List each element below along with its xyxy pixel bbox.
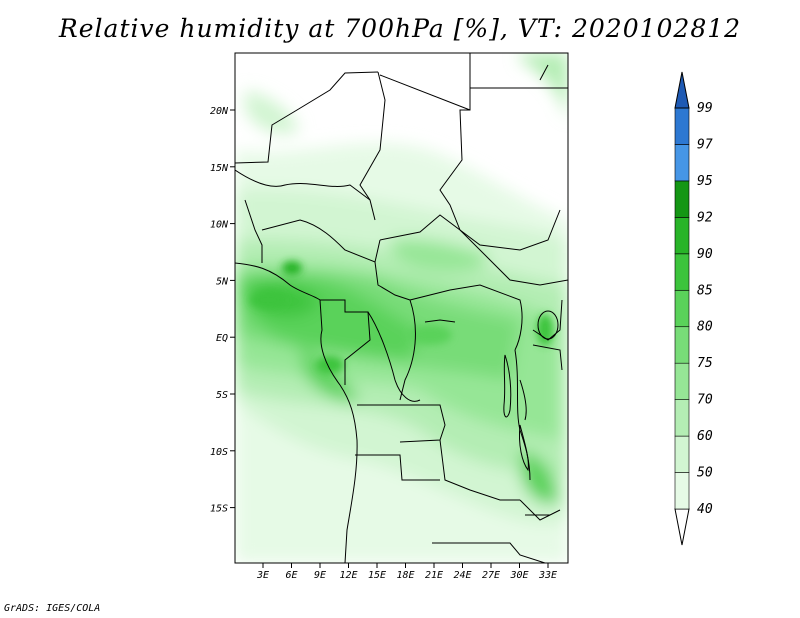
lat-tick-label: 15N (210, 163, 229, 174)
lon-tick-label: 6E (285, 570, 297, 581)
humidity-cores (250, 261, 553, 374)
colorbar-level-label: 95 (697, 174, 713, 189)
humidity-field (235, 53, 568, 563)
lat-tick-label: 10N (210, 220, 229, 231)
colorbar-segment (674, 107, 690, 145)
colorbar-segment (674, 217, 690, 255)
colorbar-lower-extension (674, 508, 690, 546)
colorbar-upper-extension (674, 71, 690, 109)
colorbar-segment (674, 289, 690, 328)
lat-tick-label: 5N (216, 276, 229, 287)
colorbar-level-label: 60 (697, 429, 713, 444)
colorbar-segment (674, 144, 690, 182)
colorbar-level-label: 92 (697, 210, 713, 225)
lon-tick-label: 3E (256, 570, 269, 581)
lon-tick-label: 30E (509, 570, 528, 581)
colorbar-segment (674, 326, 690, 364)
lat-tick-label: 15S (210, 504, 228, 515)
lon-tick-label: 9E (314, 570, 326, 581)
colorbar-segment (674, 253, 690, 291)
colorbar-level-label: 85 (697, 283, 713, 298)
grads-credit: GrADS: IGES/COLA (4, 603, 101, 614)
map-frame (234, 52, 569, 564)
lakes (424, 310, 559, 516)
lon-tick-label: 12E (339, 570, 357, 581)
colorbar-level-label: 97 (697, 137, 713, 152)
lon-tick-label: 18E (396, 570, 414, 581)
colorbar-level-label: 99 (697, 101, 713, 116)
colorbar-level-label: 90 (697, 247, 713, 262)
map-title: Relative humidity at 700hPa [%], VT: 202… (58, 14, 742, 43)
colorbar-level-label: 40 (697, 502, 713, 517)
colorbar-level-label: 80 (697, 320, 713, 335)
colorbar-segment (674, 435, 690, 473)
colorbar-segment (674, 472, 690, 510)
lon-tick-label: 15E (368, 570, 386, 581)
colorbar-level-label: 50 (697, 466, 713, 481)
lon-tick-label: 24E (453, 570, 471, 581)
longitude-axis: 3E 6E 9E 12E 15E 18E 21E 24E 27E 30E 33E (256, 563, 557, 581)
colorbar-level-label: 75 (697, 356, 713, 371)
latitude-axis: 20N 15N 10N 5N EQ 5S 10S 15S (210, 106, 235, 515)
lon-tick-label: 33E (538, 570, 557, 581)
colorbar-segment (674, 180, 690, 218)
colorbar: 40 50 60 70 75 80 85 90 92 95 97 99 (674, 71, 713, 546)
lon-tick-label: 27E (482, 570, 500, 581)
lon-tick-label: 21E (425, 570, 443, 581)
lat-tick-label: 10S (210, 447, 228, 458)
colorbar-segment (674, 399, 690, 437)
colorbar-level-label: 70 (697, 393, 713, 408)
lat-tick-label: 20N (210, 106, 229, 117)
lat-tick-label: EQ (216, 333, 228, 344)
lat-tick-label: 5S (216, 390, 228, 401)
country-borders (235, 53, 568, 563)
colorbar-segment (674, 362, 690, 400)
